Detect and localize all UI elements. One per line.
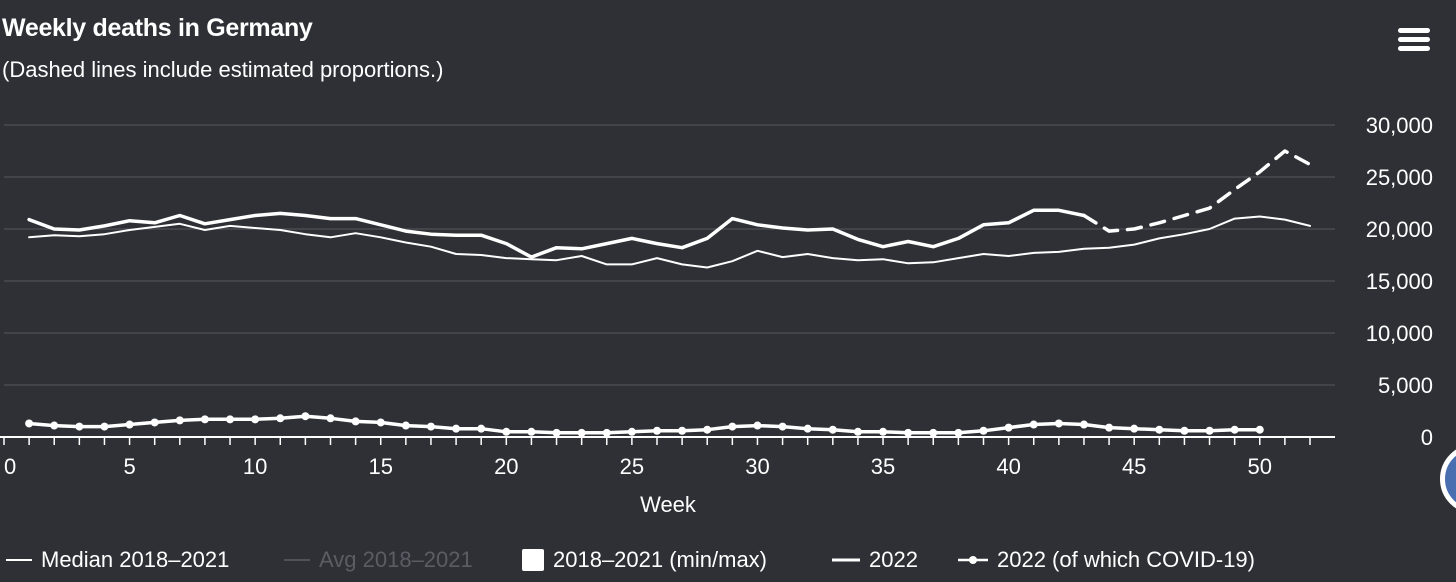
data-point	[1255, 425, 1264, 434]
data-point	[1180, 426, 1189, 435]
x-tick-label: 50	[1248, 454, 1272, 479]
data-point	[527, 427, 536, 436]
data-point	[301, 412, 310, 421]
legend-label: 2022 (of which COVID-19)	[997, 547, 1255, 572]
data-point	[577, 428, 586, 437]
data-point	[1230, 425, 1239, 434]
x-axis-title: Week	[640, 492, 697, 517]
y-tick-label: 20,000	[1366, 217, 1433, 242]
data-point	[1205, 426, 1214, 435]
hamburger-menu-icon[interactable]	[1398, 28, 1430, 52]
data-point	[803, 424, 812, 433]
data-point	[979, 426, 988, 435]
data-point	[828, 425, 837, 434]
data-point	[653, 426, 661, 435]
data-point	[150, 418, 159, 427]
data-point	[1155, 425, 1164, 434]
x-tick-label: 5	[123, 454, 135, 479]
chart-subtitle: (Dashed lines include estimated proporti…	[2, 57, 444, 82]
x-tick-label: 35	[871, 454, 895, 479]
data-point	[276, 414, 285, 423]
y-tick-label: 5,000	[1378, 373, 1433, 398]
data-point	[703, 425, 712, 434]
legend-item-avg[interactable]: Avg 2018–2021	[284, 542, 473, 578]
data-point	[1004, 423, 1013, 432]
data-point	[452, 424, 461, 433]
data-point	[50, 421, 59, 430]
data-point	[1105, 423, 1114, 432]
data-point	[477, 424, 486, 433]
data-point	[728, 422, 737, 431]
y-tick-label: 30,000	[1366, 113, 1433, 138]
legend-label: Median 2018–2021	[41, 547, 230, 572]
chart-plot: 0 5,000 10,000 15,000 20,000 25,000 30,000 0 5 10…	[0, 113, 1433, 517]
data-point	[401, 421, 410, 430]
chart-title: Weekly deaths in Germany	[2, 14, 313, 42]
legend-symbol-line	[6, 559, 32, 561]
series-line-1	[27, 208, 1086, 259]
legend-label: 2022	[869, 547, 918, 572]
legend-symbol-thick-line	[832, 558, 860, 562]
data-point	[426, 422, 435, 431]
x-tick-label: 45	[1122, 454, 1146, 479]
data-point	[753, 421, 762, 430]
data-point	[678, 426, 687, 435]
data-point	[226, 415, 235, 424]
data-point	[879, 427, 888, 436]
data-point	[1130, 424, 1139, 433]
x-tick-label: 10	[243, 454, 267, 479]
data-point	[602, 428, 611, 437]
series-line-3	[27, 414, 1262, 435]
data-point	[778, 422, 787, 431]
data-point	[904, 428, 913, 437]
legend-item-2022-covid[interactable]: 2022 (of which COVID-19)	[958, 542, 1255, 578]
y-tick-label: 15,000	[1366, 269, 1433, 294]
legend-item-median[interactable]: Median 2018–2021	[6, 542, 229, 578]
data-point	[376, 418, 385, 427]
y-tick-label: 0	[1421, 425, 1433, 450]
x-tick-label: 0	[4, 454, 16, 479]
data-point	[502, 427, 511, 436]
data-point	[1029, 420, 1038, 429]
legend-item-2022[interactable]: 2022	[832, 542, 918, 578]
data-point	[1079, 420, 1088, 429]
data-point	[351, 417, 360, 426]
data-point	[251, 415, 260, 424]
data-point	[929, 428, 938, 437]
legend-symbol-line-marker	[958, 556, 988, 564]
data-point	[175, 416, 184, 425]
legend-label: Avg 2018–2021	[319, 547, 473, 572]
data-point	[200, 415, 209, 424]
legend-item-minmax[interactable]: 2018–2021 (min/max)	[522, 542, 767, 578]
y-tick-label: 25,000	[1366, 165, 1433, 190]
x-tick-label: 20	[494, 454, 518, 479]
legend-label: 2018–2021 (min/max)	[553, 547, 768, 572]
data-point	[125, 420, 134, 429]
y-tick-label: 10,000	[1366, 321, 1433, 346]
data-point	[100, 422, 109, 431]
data-point	[627, 427, 636, 436]
data-point	[75, 422, 84, 431]
data-point	[1054, 419, 1063, 428]
data-point	[552, 428, 561, 437]
chart-legend: Median 2018–2021 Avg 2018–2021 2018–2021…	[0, 542, 1456, 578]
x-tick-label: 25	[620, 454, 644, 479]
series-line-2	[1082, 149, 1312, 233]
legend-symbol-line	[284, 559, 310, 561]
data-point	[853, 427, 862, 436]
x-tick-label: 30	[745, 454, 769, 479]
data-point	[954, 428, 963, 437]
series-line-0	[28, 215, 1311, 269]
data-point	[326, 414, 335, 423]
legend-symbol-square	[522, 549, 544, 571]
x-tick-label: 15	[368, 454, 392, 479]
data-point	[25, 419, 34, 428]
x-tick-label: 40	[996, 454, 1020, 479]
